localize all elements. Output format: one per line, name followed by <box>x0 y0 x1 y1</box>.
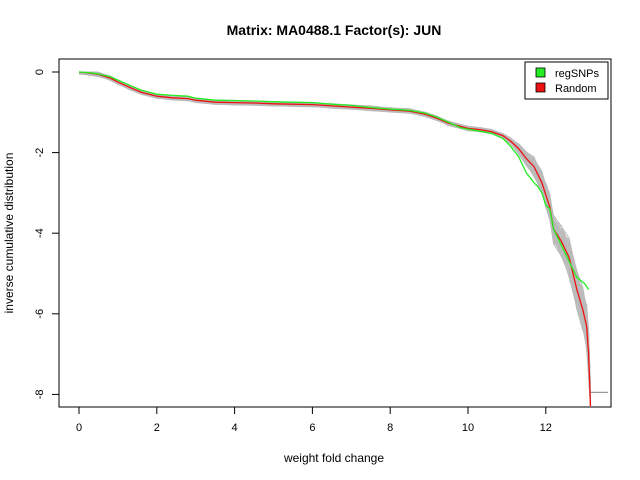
y-tick-label: -8 <box>34 390 46 400</box>
series-line-random <box>78 71 592 407</box>
plot-frame <box>58 58 612 408</box>
random-sample-line <box>78 71 591 401</box>
random-sample-line <box>79 71 591 408</box>
random-sample-line <box>78 72 591 392</box>
y-tick-label: -2 <box>34 148 46 158</box>
x-tick-label: 4 <box>232 422 238 434</box>
random-sample-line <box>78 71 591 403</box>
y-axis-label: inverse cumulative distribution <box>2 153 16 314</box>
random-sample-line <box>78 71 591 408</box>
random-sample-line <box>78 73 591 397</box>
random-sample-line <box>79 71 591 408</box>
x-axis-label: weight fold change <box>283 451 384 465</box>
random-sample-line <box>78 72 591 403</box>
background-bundle <box>78 71 609 408</box>
chart-title: Matrix: MA0488.1 Factor(s): JUN <box>227 22 442 38</box>
random-sample-line <box>78 71 591 408</box>
random-sample-line <box>78 71 591 399</box>
random-sample-line <box>78 71 591 408</box>
legend-label-regsnps: regSNPs <box>555 68 600 80</box>
random-sample-line <box>78 73 591 393</box>
y-tick-label: -6 <box>34 309 46 319</box>
x-tick-label: 12 <box>540 422 552 434</box>
random-sample-line <box>78 72 591 408</box>
y-axis: 0 -2 -4 -6 -8 <box>34 69 60 400</box>
random-sample-line <box>79 71 591 408</box>
random-sample-line <box>79 71 591 395</box>
random-sample-line <box>78 71 591 389</box>
random-sample-line <box>78 72 591 384</box>
random-sample-line <box>78 71 591 408</box>
random-sample-line <box>78 71 591 408</box>
legend-label-random: Random <box>555 83 597 95</box>
random-sample-line <box>78 72 591 394</box>
random-sample-line <box>78 72 591 398</box>
random-sample-line <box>78 72 591 388</box>
random-sample-line <box>78 72 591 391</box>
random-sample-line <box>79 72 591 408</box>
series-layer <box>78 71 592 407</box>
random-sample-line <box>79 71 591 408</box>
series-line-regsnps <box>78 71 590 290</box>
legend: regSNPs Random <box>524 61 609 100</box>
random-sample-line <box>79 71 591 408</box>
random-sample-line <box>78 73 591 406</box>
x-tick-label: 6 <box>309 422 315 434</box>
random-sample-line <box>78 71 591 408</box>
x-tick-label: 10 <box>462 422 474 434</box>
x-tick-label: 0 <box>76 422 82 434</box>
random-sample-line <box>78 71 591 396</box>
random-sample-line <box>78 71 591 408</box>
y-tick-label: -4 <box>34 228 46 238</box>
x-tick-label: 2 <box>154 422 160 434</box>
random-sample-line <box>79 71 591 408</box>
legend-swatch-random <box>535 82 546 93</box>
random-sample-line <box>78 71 591 408</box>
y-tick-label: 0 <box>34 69 46 75</box>
random-sample-line <box>78 71 591 408</box>
x-axis: 0 2 4 6 8 10 12 <box>76 406 552 434</box>
random-sample-line <box>78 71 591 408</box>
random-sample-line <box>79 72 591 387</box>
random-sample-line <box>78 73 591 397</box>
legend-swatch-regsnps <box>535 67 546 78</box>
random-sample-line <box>78 71 591 408</box>
random-sample-line <box>79 71 591 402</box>
x-tick-label: 8 <box>387 422 393 434</box>
random-sample-line <box>78 71 591 408</box>
random-sample-line <box>78 72 591 408</box>
